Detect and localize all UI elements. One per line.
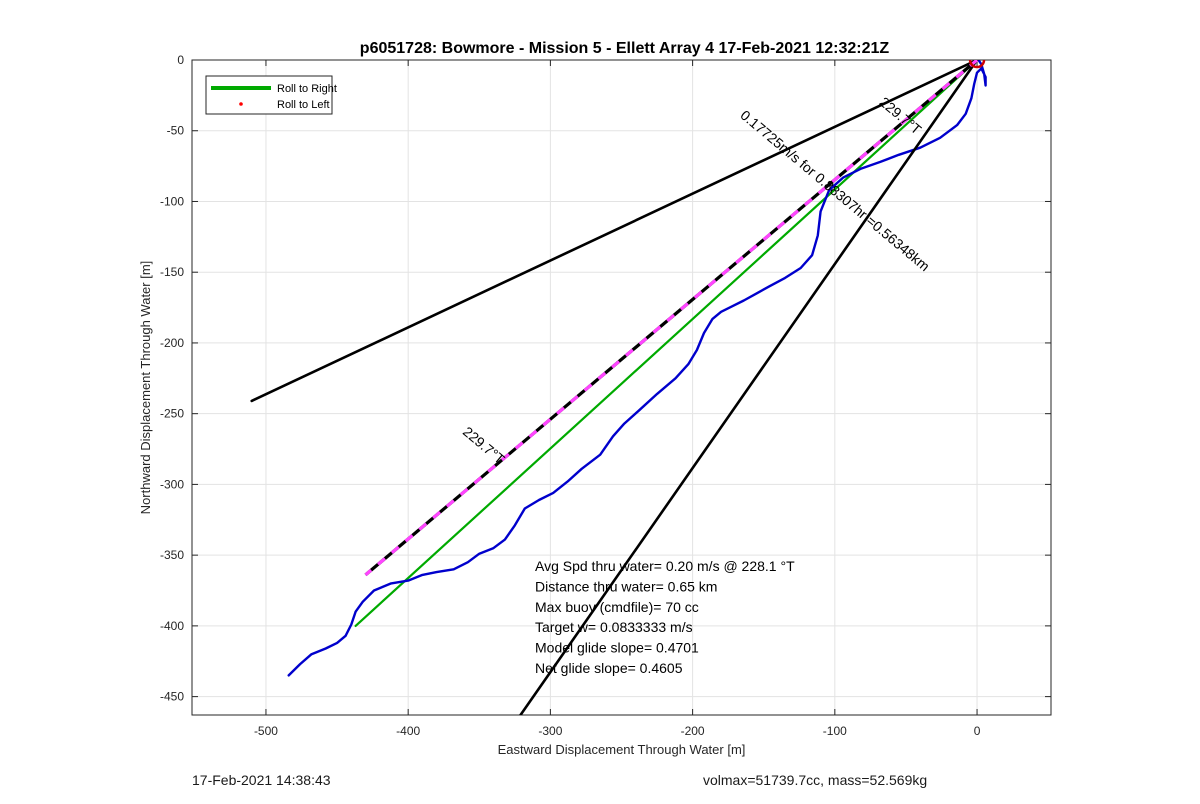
chart-title: p6051728: Bowmore - Mission 5 - Ellett A… xyxy=(360,40,890,57)
stats-line-2: Max buoy (cmdfile)= 70 cc xyxy=(535,599,699,615)
legend-label-roll-right: Roll to Right xyxy=(277,83,337,95)
plot-area xyxy=(192,60,1051,715)
stats-line-1: Distance thru water= 0.65 km xyxy=(535,578,717,594)
x-tick-label: -500 xyxy=(254,724,278,738)
x-tick-label: -300 xyxy=(538,724,562,738)
stats-block: Avg Spd thru water= 0.20 m/s @ 228.1 °T D… xyxy=(535,558,795,676)
x-tick-label: -400 xyxy=(396,724,420,738)
y-tick-label: -250 xyxy=(160,407,184,421)
y-tick-label: 0 xyxy=(177,53,184,67)
y-tick-label: -150 xyxy=(160,265,184,279)
y-tick-label: -200 xyxy=(160,336,184,350)
x-axis-label: Eastward Displacement Through Water [m] xyxy=(498,742,746,757)
legend-swatch-roll-left xyxy=(239,102,243,106)
x-tick-label: -100 xyxy=(823,724,847,738)
series-line-1 xyxy=(287,60,987,677)
y-tick-label: -300 xyxy=(160,477,184,491)
y-tick-label: -400 xyxy=(160,619,184,633)
y-tick-label: -450 xyxy=(160,690,184,704)
footer-timestamp: 17-Feb-2021 14:38:43 xyxy=(192,772,331,788)
stats-line-3: Target w= 0.0833333 m/s xyxy=(535,619,693,635)
y-tick-label: -100 xyxy=(160,194,184,208)
legend-label-roll-left: Roll to Left xyxy=(277,99,330,111)
grid-lines xyxy=(192,59,1051,715)
tick-labels: -500 -400 -300 -200 -100 0 0 -50 -100 -150 -200 -25… xyxy=(160,53,981,738)
y-tick-label: -350 xyxy=(160,548,184,562)
footer-volmax-mass: volmax=51739.7cc, mass=52.569kg xyxy=(703,772,928,788)
x-tick-label: 0 xyxy=(974,724,981,738)
y-tick-label: -50 xyxy=(167,124,185,138)
plot-series xyxy=(250,60,987,715)
stats-line-4: Model glide slope= 0.4701 xyxy=(535,640,699,656)
series-line-3 xyxy=(519,60,979,715)
tick-marks xyxy=(192,59,1051,715)
axes-box xyxy=(191,59,1052,716)
start-marker xyxy=(968,60,986,69)
legend-box xyxy=(205,75,333,115)
x-tick-label: -200 xyxy=(681,724,705,738)
legend: Roll to Right Roll to Left xyxy=(205,75,337,115)
stats-line-0: Avg Spd thru water= 0.20 m/s @ 228.1 °T xyxy=(535,558,795,574)
series-roll-to-right xyxy=(354,60,979,628)
series-line-2 xyxy=(250,60,979,403)
stats-line-5: Net glide slope= 0.4605 xyxy=(535,660,683,676)
y-axis-label: Northward Displacement Through Water [m] xyxy=(138,261,153,515)
series-line-4-dash xyxy=(364,60,979,577)
